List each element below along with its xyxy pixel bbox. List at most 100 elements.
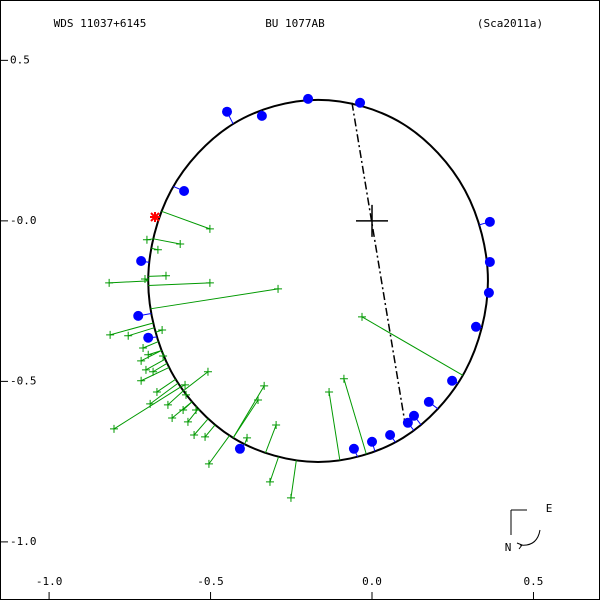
compass-axes (510, 509, 527, 535)
residual (208, 435, 230, 465)
y-tick-label: -1.0 (10, 535, 37, 548)
observation-plus (254, 396, 263, 404)
observation-dot (179, 186, 190, 197)
residual (150, 288, 279, 310)
residual (167, 390, 184, 406)
observation-plus (158, 326, 167, 335)
observation-plus (146, 399, 155, 408)
observation-plus (149, 367, 158, 376)
residual (153, 238, 181, 245)
observation-dot (484, 216, 495, 227)
observation-dot (402, 417, 413, 428)
residual (140, 366, 170, 382)
orbit (147, 98, 489, 463)
residual (232, 399, 259, 439)
observation-dot (256, 110, 267, 121)
observation-dot (470, 321, 481, 332)
residual (187, 408, 199, 423)
x-tick-label: -0.5 (197, 575, 224, 588)
system-name: BU 1077AB (265, 17, 325, 30)
observation-plus (109, 424, 118, 433)
residual (152, 362, 168, 373)
observation-plus (137, 356, 146, 365)
y-tick-label: 0.5 (10, 53, 30, 66)
residual (343, 378, 367, 455)
observation-plus (192, 405, 201, 414)
observation-dot (136, 255, 147, 266)
observation-plus (124, 331, 133, 340)
compass-arrow (519, 529, 541, 546)
observation-plus (152, 387, 161, 396)
observation-plus (168, 413, 177, 422)
observation-plus (105, 278, 114, 287)
y-tick-label: -0.5 (10, 374, 37, 387)
observation-plus (142, 235, 151, 244)
primary-cross (356, 204, 389, 237)
residual (290, 460, 297, 498)
observation-dot (385, 429, 396, 440)
observation-plus (153, 245, 162, 254)
observation-star (150, 212, 161, 223)
observation-plus (260, 381, 269, 390)
residual (148, 282, 210, 286)
y-tick-label: -0.0 (10, 214, 37, 227)
observation-plus (203, 367, 212, 376)
observation-plus (204, 459, 213, 468)
observation-plus (182, 390, 191, 399)
reference: (Sca2011a) (477, 17, 543, 30)
observation-plus (325, 387, 334, 396)
observation-dot (484, 256, 495, 267)
observation-plus (141, 365, 150, 374)
observation-dot (222, 106, 233, 117)
residual (328, 391, 341, 461)
residual (142, 341, 159, 349)
observation-plus (243, 433, 252, 442)
observation-dot (303, 93, 314, 104)
observation-plus (265, 477, 274, 486)
observation-plus (205, 278, 214, 287)
observation-plus (179, 405, 188, 414)
compass-east: E (546, 502, 553, 515)
compass-arrowhead (516, 542, 523, 550)
residual (193, 418, 209, 436)
compass-north: N (505, 541, 512, 554)
residual (161, 210, 211, 230)
observation-plus (139, 343, 148, 352)
observation-plus (140, 274, 149, 283)
residual (109, 322, 154, 336)
residual (149, 382, 179, 405)
residual (128, 327, 155, 337)
residual (269, 456, 280, 483)
residual (148, 350, 162, 356)
residual (361, 316, 464, 376)
observation-plus (161, 271, 170, 280)
observation-dot (143, 332, 154, 343)
residual (156, 378, 176, 393)
observation-dot (355, 97, 366, 108)
residual (183, 371, 209, 392)
observation-dot (483, 287, 494, 298)
observation-plus (137, 376, 146, 385)
observation-dot (348, 443, 359, 454)
observation-plus (106, 330, 115, 339)
observation-dot (133, 310, 144, 321)
observation-dot (447, 375, 458, 386)
observation-dot (234, 443, 245, 454)
observation-plus (286, 493, 295, 502)
observation-dot (423, 396, 434, 407)
observation-plus (274, 284, 283, 293)
observation-plus (181, 380, 190, 389)
residual (204, 424, 216, 438)
observation-plus (190, 430, 199, 439)
wds-id: WDS 11037+6145 (54, 17, 147, 30)
observation-plus (176, 239, 185, 248)
observation-plus (272, 421, 281, 430)
node-line (351, 102, 406, 423)
residual (265, 424, 277, 454)
observation-dot (367, 436, 378, 447)
observation-plus (205, 224, 214, 233)
observation-plus (358, 312, 367, 321)
observation-dot (408, 410, 419, 421)
